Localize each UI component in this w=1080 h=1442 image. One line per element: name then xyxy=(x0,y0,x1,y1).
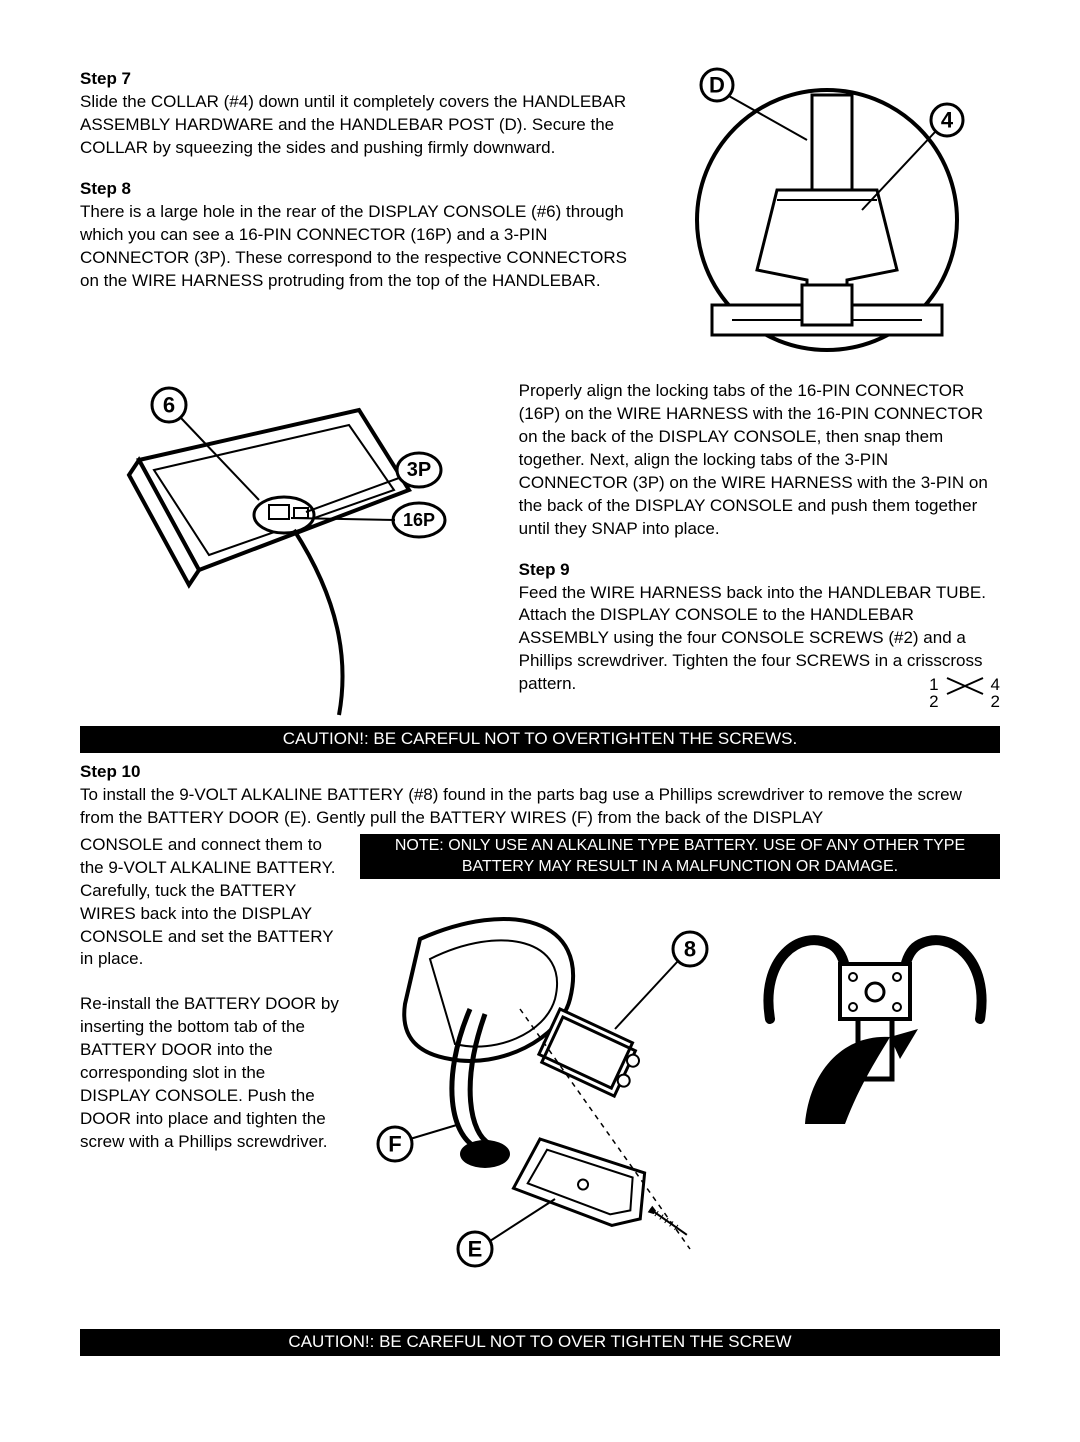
caution-bar-1: CAUTION!: BE CAREFUL NOT TO OVERTIGHTEN … xyxy=(80,726,1000,753)
col-step10-text: CONSOLE and connect them to the 9-VOLT A… xyxy=(80,834,340,1154)
step10-title: Step 10 xyxy=(80,761,1000,784)
col-steps-7-8-text: Step 7 Slide the COLLAR (#4) down until … xyxy=(80,60,634,370)
step8b-body: Properly align the locking tabs of the 1… xyxy=(519,380,1000,541)
step9-title: Step 9 xyxy=(519,559,1000,582)
callout-3P: 3P xyxy=(407,459,431,481)
crisscross-2a: 2 xyxy=(929,691,938,714)
callout-D: D xyxy=(709,73,725,98)
step10-body2: CONSOLE and connect them to the 9-VOLT A… xyxy=(80,834,340,972)
col-step8b-9: Properly align the locking tabs of the 1… xyxy=(519,380,1000,720)
step8-title: Step 8 xyxy=(80,178,634,201)
caution-bar-2: CAUTION!: BE CAREFUL NOT TO OVER TIGHTEN… xyxy=(80,1329,1000,1356)
callout-16P: 16P xyxy=(403,510,435,530)
crisscross-2b: 2 xyxy=(991,691,1000,714)
note-bar: NOTE: ONLY USE AN ALKALINE TYPE BATTERY.… xyxy=(360,834,1000,880)
step10-body3: Re-install the BATTERY DOOR by inserting… xyxy=(80,993,340,1154)
diagram-collar: D 4 xyxy=(654,60,1000,370)
row-step10-diagrams: 8 F E xyxy=(360,889,1000,1289)
diagram-battery: 8 F E xyxy=(360,889,730,1289)
callout-4: 4 xyxy=(941,108,954,133)
row-console: 6 3P 16P Properly align the locking tabs… xyxy=(80,380,1000,720)
col-step10-right: NOTE: ONLY USE AN ALKALINE TYPE BATTERY.… xyxy=(360,834,1000,1290)
crisscross-row2: 2 2 xyxy=(519,691,1000,714)
callout-6: 6 xyxy=(163,393,175,418)
step10-body1: To install the 9-VOLT ALKALINE BATTERY (… xyxy=(80,784,1000,830)
row-steps-7-8: Step 7 Slide the COLLAR (#4) down until … xyxy=(80,60,1000,370)
step7-body: Slide the COLLAR (#4) down until it comp… xyxy=(80,91,634,160)
row-step10: CONSOLE and connect them to the 9-VOLT A… xyxy=(80,834,1000,1290)
callout-8: 8 xyxy=(684,937,696,962)
callout-F: F xyxy=(388,1132,401,1157)
diagram-handlebar-swoop xyxy=(750,889,1000,1289)
step8-body: There is a large hole in the rear of the… xyxy=(80,201,634,293)
diagram-console: 6 3P 16P xyxy=(80,380,499,720)
callout-E: E xyxy=(468,1237,483,1262)
step7-title: Step 7 xyxy=(80,68,634,91)
